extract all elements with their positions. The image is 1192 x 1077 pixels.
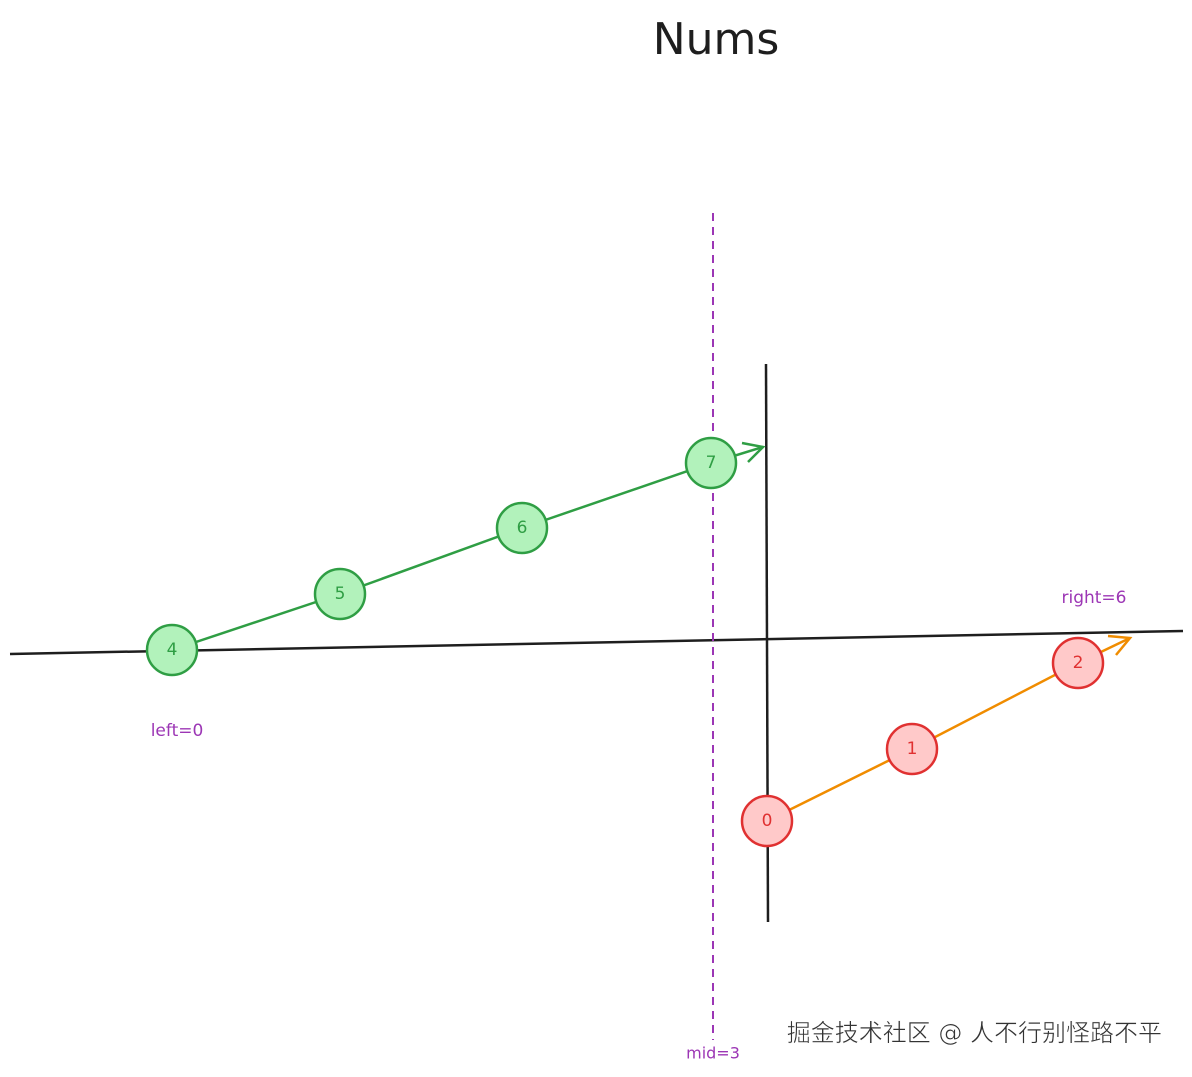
node-circle (313, 567, 367, 621)
node-label: 6 (517, 518, 528, 538)
node-circle (1051, 636, 1105, 690)
watermark: 掘金技术社区 @ 人不行别怪路不平 (787, 1019, 1162, 1047)
left-marker: left=0 (151, 721, 204, 741)
node-circle (145, 623, 199, 677)
node-label: 2 (1073, 653, 1084, 673)
nodes: 4 5 6 7 0 1 2 (145, 436, 1105, 848)
green-arrowhead (741, 441, 766, 463)
orange-arrowhead (1107, 634, 1133, 656)
title: Nums (653, 14, 780, 65)
horizontal-axis (9, 629, 1184, 656)
node-circle (885, 722, 939, 776)
orange-path (766, 636, 1131, 823)
mid-marker: mid=3 (686, 1044, 740, 1063)
node-circle (684, 436, 738, 490)
node-label: 5 (335, 584, 346, 604)
node-circle (495, 501, 549, 555)
right-marker: right=6 (1061, 588, 1126, 608)
node-circle (740, 794, 794, 848)
node-label: 7 (706, 453, 717, 473)
node-label: 0 (762, 811, 773, 831)
node-label: 1 (907, 739, 918, 759)
node-label: 4 (167, 640, 178, 660)
